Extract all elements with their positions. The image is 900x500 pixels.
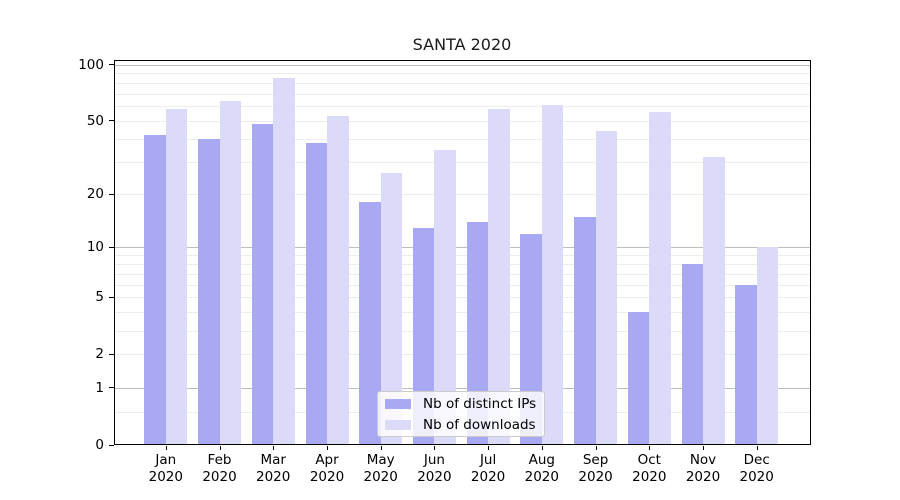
x-tick-label: Feb 2020 (202, 452, 237, 485)
bar-downloads-jul (488, 108, 510, 445)
y-tick-mark (109, 444, 114, 446)
y-tick-label: 1 (95, 379, 104, 396)
gridline-minor (114, 73, 811, 75)
x-tick-label: Aug 2020 (524, 452, 559, 485)
bar-downloads-jan (165, 108, 188, 445)
bar-distinct-ips-feb (198, 138, 220, 445)
x-tick-mark (219, 446, 221, 450)
x-tick-mark (165, 446, 167, 450)
x-tick-mark (434, 446, 436, 450)
y-tick-label: 0 (95, 437, 104, 453)
y-tick-label: 50 (86, 112, 104, 129)
gridline-major (114, 64, 811, 66)
gridline-minor (114, 93, 811, 95)
bar-downloads-sep (595, 131, 618, 445)
bar-downloads-jun (434, 149, 456, 445)
x-tick-label: Sep 2020 (578, 452, 613, 485)
gridline-minor (114, 255, 811, 257)
legend-label-downloads: Nb of downloads (423, 416, 536, 433)
y-tick-mark (109, 387, 114, 389)
bar-distinct-ips-jul (466, 221, 489, 445)
bar-distinct-ips-jan (144, 135, 166, 445)
gridline-minor (114, 194, 811, 196)
plot-area (114, 60, 811, 445)
gridline-minor (114, 330, 811, 332)
gridline-minor (114, 284, 811, 286)
bar-downloads-may (380, 173, 403, 445)
legend-item-distinct-ips: Nb of distinct IPs (385, 396, 537, 412)
y-tick-mark (109, 193, 114, 195)
y-tick-mark (109, 296, 114, 298)
gridline-minor (114, 273, 811, 275)
legend-label-distinct-ips: Nb of distinct IPs (423, 395, 537, 412)
x-tick-mark (703, 446, 704, 450)
x-tick-mark (380, 446, 382, 450)
gridline-minor (114, 106, 811, 108)
x-tick-label: Jul 2020 (470, 452, 506, 485)
y-tick-mark (109, 120, 114, 122)
x-tick-mark (541, 446, 543, 450)
x-tick-label: May 2020 (363, 452, 398, 485)
bar-downloads-dec (756, 247, 779, 445)
x-tick-mark (649, 446, 651, 450)
y-tick-label: 100 (78, 56, 104, 73)
y-tick-label: 5 (95, 289, 104, 306)
x-tick-label: Apr 2020 (309, 452, 345, 485)
bar-downloads-mar (273, 77, 295, 445)
x-tick-mark (595, 446, 597, 450)
bar-distinct-ips-may (359, 202, 381, 445)
gridline-major (114, 247, 811, 249)
bar-downloads-feb (219, 100, 241, 445)
legend-item-downloads: Nb of downloads (385, 417, 537, 433)
legend-swatch-distinct-ips (385, 398, 411, 409)
x-tick-label: Oct 2020 (632, 452, 667, 485)
gridline-major (114, 387, 811, 389)
x-tick-label: Dec 2020 (739, 452, 774, 485)
legend: Nb of distinct IPs Nb of downloads (377, 391, 545, 437)
bar-distinct-ips-jun (412, 227, 435, 445)
y-tick-label: 20 (86, 186, 104, 203)
gridline-minor (114, 162, 811, 163)
bar-distinct-ips-apr (305, 143, 327, 445)
bar-distinct-ips-dec (735, 284, 757, 445)
bar-downloads-aug (541, 104, 564, 445)
bar-downloads-apr (327, 116, 349, 445)
bar-distinct-ips-mar (251, 124, 274, 445)
y-tick-mark (109, 64, 114, 66)
bar-distinct-ips-nov (681, 263, 703, 445)
bar-distinct-ips-oct (627, 312, 650, 445)
x-tick-mark (273, 446, 275, 450)
bar-downloads-nov (703, 156, 725, 445)
gridline-minor (114, 82, 811, 84)
x-tick-label: Jan 2020 (148, 452, 183, 485)
y-tick-label: 2 (95, 346, 104, 363)
y-tick-mark (109, 353, 114, 355)
bar-distinct-ips-sep (574, 216, 596, 445)
gridline-minor (114, 312, 811, 314)
gridline-minor (114, 138, 811, 140)
x-tick-label: Mar 2020 (256, 452, 291, 485)
x-tick-label: Jun 2020 (417, 452, 452, 485)
y-tick-mark (109, 246, 114, 248)
legend-swatch-downloads (385, 419, 411, 430)
gridline-minor (114, 120, 811, 122)
gridline-minor (114, 297, 811, 299)
y-tick-label: 10 (86, 239, 104, 256)
x-tick-label: Nov 2020 (685, 452, 721, 485)
x-tick-mark (488, 446, 490, 450)
gridline-minor (114, 263, 811, 265)
x-tick-mark (756, 446, 758, 450)
bar-downloads-oct (649, 111, 671, 445)
x-tick-mark (327, 446, 328, 450)
gridline-minor (114, 354, 811, 356)
chart-title: SANTA 2020 (412, 35, 512, 54)
